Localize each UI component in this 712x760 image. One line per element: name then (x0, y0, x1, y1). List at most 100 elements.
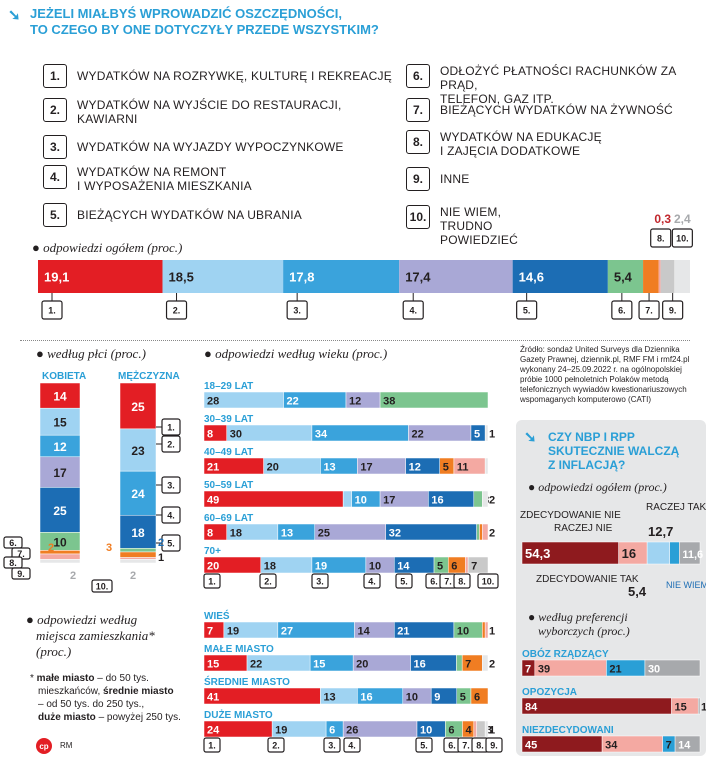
age-r6-value-9: 7 (471, 561, 477, 573)
age-r3-value-8: 11 (457, 462, 469, 474)
age-tag-4: 4. (368, 577, 376, 587)
female-bar-10 (39, 559, 81, 564)
legend-number-5: 5. (43, 203, 67, 227)
male-value-2: 23 (131, 444, 145, 458)
place-title: ● odpowiedzi według miejsca zamieszkania… (26, 612, 155, 659)
age-r5-value-5: 32 (389, 528, 401, 540)
nbp-value-3-label: 12,7 (648, 524, 673, 539)
age-r4-bar-1 (203, 490, 344, 508)
age-r1-value-3: 22 (287, 396, 299, 408)
age-r2-bar-10 (484, 424, 489, 442)
age-r3-bar-10 (484, 457, 489, 475)
age-r2-value-1: 8 (207, 429, 213, 441)
female-value-7: 2 (48, 542, 54, 554)
gender-chart: KOBIETA MĘŻCZYZNA141512172510252324181.2.… (3, 369, 181, 593)
male-bar-1 (119, 382, 157, 430)
age-r3-value-5: 12 (409, 462, 421, 474)
age-title: ● odpowiedzi według wieku (proc.) (204, 346, 388, 361)
legend-label-2: WYDATKÓW NA WYJŚCIE DO RESTAURACJI, KAWIA… (77, 98, 342, 126)
nbp-value-4-label: 5,4 (628, 584, 647, 599)
overall-tag-2-box (165, 300, 188, 320)
place-r3-bar-7 (470, 687, 489, 705)
legend-number-7: 7. (406, 98, 430, 122)
male-tag-1: 1. (167, 423, 175, 433)
overall-chart: 19,118,517,817,414,65,42,40,32,12,41.2.3… (38, 212, 693, 320)
nbp2-r2-bar-5 (697, 697, 701, 715)
nbp-cat-1: ZDECYDOWANIE NIE (520, 510, 621, 521)
legend-number-9: 9. (406, 167, 430, 191)
age-tag-9: 10. (482, 577, 495, 587)
nbp2-r1-value-5: 30 (648, 664, 660, 676)
place-r1-bar-8 (484, 621, 489, 639)
nbp-bar-3 (646, 541, 670, 565)
overall-tag-1-box (41, 300, 63, 320)
male-tag-2-box (161, 435, 181, 453)
place-r4-value-6: 6 (448, 725, 454, 737)
legend-number-1: 1. (43, 64, 67, 88)
age-r1-bar-6 (379, 391, 489, 409)
place-r2-value-10: 2 (489, 659, 495, 671)
overall-tag-10: 10. (676, 234, 689, 244)
legend-label-6: ODŁOŻYĆ PŁATNOŚCI RACHUNKÓW ZA PRĄD, TELE… (440, 64, 676, 106)
female-bar-5 (39, 487, 81, 533)
place-r4-value-10: 1 (489, 725, 495, 737)
nbp2-row-label-1: OBÓZ RZĄDZĄCY (522, 647, 609, 660)
age-tag-1-box (203, 573, 221, 589)
age-r6-bar-8 (465, 556, 469, 574)
source-note: Źródło: sondaż United Surveys dla Dzienn… (520, 345, 690, 404)
legend-label-8: WYDATKÓW NA EDUKACJĘ I ZAJĘCIA DODATKOWE (440, 130, 602, 158)
overall-tag-5: 5. (523, 306, 531, 316)
place-r1-value-5: 21 (397, 626, 409, 638)
place-tag-9-box (485, 737, 503, 753)
overall-tag-7: 7. (645, 306, 653, 316)
nbp2-r1-bar-5 (644, 659, 701, 677)
age-r3-value-1: 21 (207, 462, 219, 474)
place-r2-value-3: 15 (313, 659, 325, 671)
overall-tag-4: 4. (409, 306, 417, 316)
nbp-bar-4 (669, 541, 680, 565)
legend-number-2: 2. (43, 98, 67, 122)
male-value-7: 3 (106, 542, 112, 554)
place-tag-4-box (343, 737, 361, 753)
nbp2-r3-value-4: 7 (666, 740, 672, 752)
age-row-label-4: 50–59 LAT (204, 480, 253, 491)
place-r3-value-2: 13 (323, 692, 335, 704)
age-r5-bar-6 (476, 523, 480, 541)
overall-title-text: odpowiedzi ogółem (proc.) (43, 240, 183, 255)
nbp2-row-label-2: OPOZYCJA (522, 687, 577, 698)
age-r5-bar-7 (479, 523, 483, 541)
female-value-1: 14 (53, 390, 67, 404)
legend-label-1: WYDATKÓW NA ROZRYWKĘ, KULTURĘ I REKREACJ… (77, 69, 392, 83)
female-value-2: 15 (53, 416, 67, 430)
overall-tag-10-box (671, 228, 693, 248)
place-r1-value-4: 14 (358, 626, 371, 638)
male-label: MĘŻCZYZNA (118, 369, 180, 382)
age-r4-value-4: 17 (383, 495, 395, 507)
age-tag-2: 2. (264, 577, 272, 587)
age-r4-value-5: 16 (431, 495, 443, 507)
nbp2-r2-value-5: 1 (701, 702, 706, 714)
legend-label-5: BIEŻĄCYCH WYDATKÓW NA UBRANIA (77, 208, 302, 222)
nbp2-r2-bar-1 (521, 697, 672, 715)
female-bar-7 (39, 550, 81, 555)
female-tag-6: 6. (9, 538, 17, 548)
question-line-2: TO CZEGO BY ONE DOTYCZYŁY PRZEDE WSZYSTK… (30, 22, 379, 37)
age-r5-value-3: 13 (281, 528, 293, 540)
nbp-pref-title-2: wyborczych (proc.) (538, 624, 630, 638)
place-tag-6: 6. (448, 741, 456, 751)
place-tag-2-box (267, 737, 285, 753)
place-tag-9: 9. (490, 741, 498, 751)
age-r6-value-6: 5 (437, 561, 443, 573)
age-r4-bar-6 (473, 490, 483, 508)
place-r4-bar-8 (473, 720, 477, 738)
female-value-6: 10 (53, 535, 67, 549)
divider (20, 340, 690, 341)
nbp-pref-title: ● według preferencji wyborczych (proc.) (528, 610, 630, 638)
gender-tag-10-box (91, 579, 113, 593)
overall-bar-1 (38, 260, 163, 293)
male-tag-4: 4. (167, 511, 175, 521)
male-value-6: 2 (158, 537, 164, 549)
overall-value-10: 2,4 (674, 212, 691, 226)
